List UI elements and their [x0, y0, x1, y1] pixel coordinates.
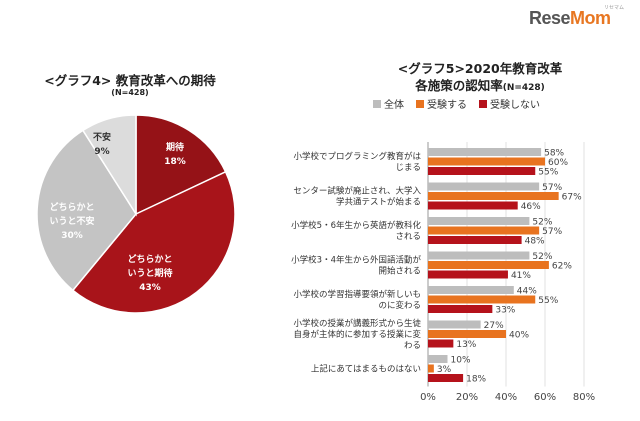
category-label: 小学校5・6年生から英語が教科化される — [291, 220, 421, 242]
bar — [428, 339, 454, 348]
x-tick-label: 20% — [456, 392, 478, 403]
bar-value-label: 27% — [484, 321, 504, 331]
bar-chart-title-line2: 各施策の認知率(N=428) — [360, 75, 600, 94]
legend-swatch-not-take — [479, 99, 487, 108]
legend-item-not-take: 受験しない — [479, 96, 540, 111]
bar-chart-legend: 全体 受験する 受験しない — [373, 96, 540, 111]
bar — [428, 226, 540, 235]
bar-value-label: 67% — [562, 193, 582, 203]
bar — [428, 295, 536, 304]
legend-item-all: 全体 — [373, 96, 404, 111]
bar-value-label: 55% — [538, 168, 558, 178]
bar — [428, 217, 530, 225]
pie-slice — [81, 114, 137, 217]
legend-swatch-take — [416, 99, 424, 108]
bar-value-label: 40% — [509, 331, 529, 341]
x-tick-label: 0% — [420, 392, 436, 403]
bar — [428, 364, 434, 373]
bar — [428, 374, 464, 382]
bar-value-label: 41% — [511, 271, 531, 281]
bar-value-label: 52% — [532, 218, 552, 228]
legend-item-take: 受験する — [416, 96, 467, 111]
bar — [428, 270, 508, 279]
bar-value-label: 52% — [532, 252, 552, 262]
bar-value-label: 18% — [466, 375, 486, 385]
bar-value-label: 44% — [517, 287, 537, 297]
bar-value-label: 58% — [544, 149, 564, 159]
bar — [428, 236, 522, 244]
bar-value-label: 57% — [542, 227, 562, 237]
bar-value-label: 33% — [495, 306, 515, 316]
pie-slice — [135, 114, 227, 216]
bar — [428, 157, 545, 166]
bar-chart-title-line2-text: 各施策の認知率 — [415, 78, 503, 93]
legend-swatch-all — [373, 99, 381, 108]
bar-value-label: 60% — [548, 158, 568, 168]
legend-label-take: 受験する — [427, 100, 467, 111]
bar-value-label: 13% — [456, 340, 476, 350]
bar-value-label: 3% — [437, 365, 452, 375]
category-label: 上記にあてはまるものはない — [311, 364, 421, 375]
bar — [428, 320, 481, 329]
x-tick-label: 80% — [573, 392, 595, 403]
x-tick-label: 60% — [534, 392, 556, 403]
category-label: 小学校3・4年生から外国語活動が開始される — [291, 255, 421, 277]
x-tick-label: 40% — [495, 392, 517, 403]
bar — [428, 167, 536, 175]
bar — [428, 330, 506, 338]
category-label: 小学校の学習指導要領が新しいものに変わる — [293, 289, 421, 311]
logo-subtext: リセマム — [604, 5, 625, 11]
bar-value-label: 10% — [451, 356, 471, 366]
bar — [428, 261, 549, 269]
legend-label-not-take: 受験しない — [490, 100, 540, 111]
bar — [428, 201, 518, 210]
bar — [428, 182, 540, 191]
legend-label-all: 全体 — [384, 100, 404, 111]
category-label: 小学校でプログラミング教育がはじまる — [293, 151, 421, 173]
pie-slice-label: どちらかというと期待 43% — [127, 253, 172, 293]
pie-slice — [71, 170, 236, 314]
pie-chart-title: <グラフ4> 教育改革への期待 — [44, 73, 216, 88]
pie-slice-label: どちらかというと不安 30% — [49, 201, 94, 241]
logo-text: Rese — [529, 8, 571, 28]
bar — [428, 305, 493, 313]
bar-chart-sample-size: (N=428) — [502, 83, 545, 93]
bar — [428, 355, 448, 363]
pie-slice-label: 不安 9% — [93, 131, 111, 157]
bar-value-label: 62% — [552, 262, 572, 272]
bar-value-label: 48% — [525, 237, 545, 247]
bar-chart-title-line1: <グラフ5>2020年教育改革 — [397, 61, 563, 76]
category-label: 小学校の授業が講義形式から生徒自身が主体的に参加する授業に変わる — [293, 318, 421, 351]
logo-text-accent: Mom — [570, 8, 611, 28]
bar — [428, 251, 530, 260]
bar-value-label: 57% — [542, 183, 562, 193]
category-label: センター試験が廃止され、大学入学共通テストが始まる — [293, 186, 421, 208]
bar-value-label: 46% — [521, 202, 541, 212]
bar — [428, 286, 514, 294]
pie-chart-sample-size: (N=428) — [111, 88, 149, 97]
pie-slice-label: 期待 18% — [164, 141, 186, 167]
bar-value-label: 55% — [538, 296, 558, 306]
bar — [428, 192, 559, 200]
resemom-logo[interactable]: ReseMom — [529, 8, 611, 29]
pie-slice — [36, 129, 137, 292]
bar — [428, 148, 542, 156]
